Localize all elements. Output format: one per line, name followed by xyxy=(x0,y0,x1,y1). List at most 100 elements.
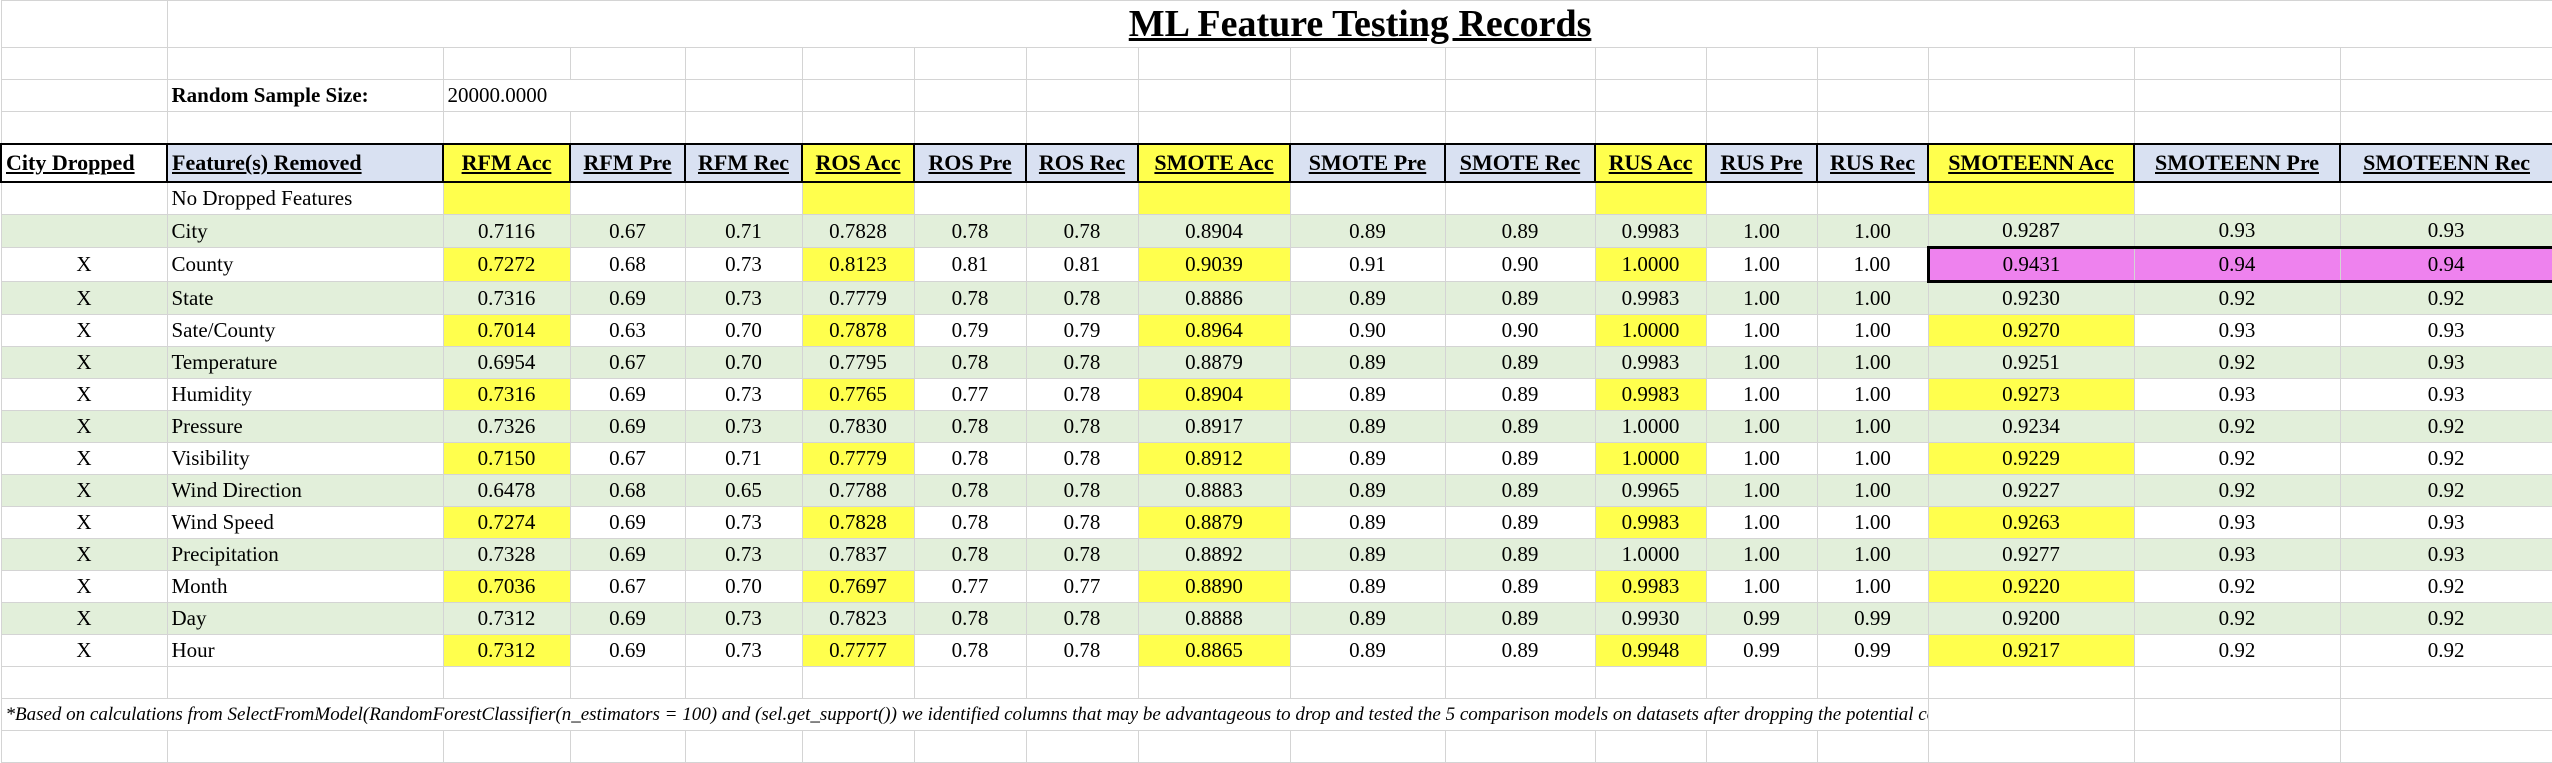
metric-cell[interactable]: 1.00 xyxy=(1816,214,1929,248)
metric-cell[interactable] xyxy=(1137,181,1291,215)
metric-cell[interactable]: 0.78 xyxy=(913,602,1027,635)
metric-cell[interactable]: 1.00 xyxy=(1705,214,1818,248)
metric-cell[interactable]: 0.6478 xyxy=(442,474,571,507)
metric-cell[interactable]: 0.79 xyxy=(913,314,1027,347)
metric-cell[interactable]: 0.7697 xyxy=(801,570,915,603)
metric-cell[interactable]: 0.71 xyxy=(684,442,803,475)
metric-cell[interactable]: 1.00 xyxy=(1816,538,1929,571)
metric-cell[interactable]: 1.0000 xyxy=(1594,247,1707,282)
metric-cell[interactable]: 0.7036 xyxy=(442,570,571,603)
metric-cell[interactable]: 0.77 xyxy=(1025,570,1139,603)
metric-cell[interactable]: 0.9277 xyxy=(1927,538,2135,571)
column-header[interactable]: City Dropped xyxy=(0,143,168,183)
metric-cell[interactable]: 1.00 xyxy=(1705,247,1818,282)
feature-cell[interactable]: No Dropped Features xyxy=(166,181,444,215)
metric-cell[interactable]: 0.89 xyxy=(1289,634,1446,667)
metric-cell[interactable]: 0.89 xyxy=(1444,570,1596,603)
metric-cell[interactable]: 0.89 xyxy=(1289,474,1446,507)
metric-cell[interactable]: 0.93 xyxy=(2133,538,2341,571)
metric-cell[interactable]: 0.92 xyxy=(2339,474,2552,507)
metric-cell[interactable]: 0.89 xyxy=(1444,442,1596,475)
metric-cell[interactable]: 0.93 xyxy=(2133,506,2341,539)
metric-cell[interactable]: 0.70 xyxy=(684,570,803,603)
feature-cell[interactable]: City xyxy=(166,214,444,248)
metric-cell[interactable]: 1.00 xyxy=(1816,442,1929,475)
metric-cell[interactable]: 0.99 xyxy=(1816,602,1929,635)
metric-cell[interactable]: 0.8879 xyxy=(1137,346,1291,379)
metric-cell[interactable]: 0.78 xyxy=(913,506,1027,539)
feature-cell[interactable]: County xyxy=(166,247,444,282)
metric-cell[interactable]: 0.89 xyxy=(1289,346,1446,379)
metric-cell[interactable]: 0.89 xyxy=(1444,474,1596,507)
metric-cell[interactable] xyxy=(2133,181,2341,215)
metric-cell[interactable]: 0.78 xyxy=(913,346,1027,379)
metric-cell[interactable]: 0.69 xyxy=(569,538,686,571)
metric-cell[interactable]: 0.9983 xyxy=(1594,346,1707,379)
metric-cell[interactable]: 0.93 xyxy=(2339,538,2552,571)
metric-cell[interactable]: 0.89 xyxy=(1289,570,1446,603)
feature-cell[interactable]: Wind Speed xyxy=(166,506,444,539)
metric-cell[interactable]: 0.70 xyxy=(684,314,803,347)
metric-cell[interactable]: 0.8904 xyxy=(1137,378,1291,411)
metric-cell[interactable]: 0.94 xyxy=(2339,246,2552,283)
metric-cell[interactable]: 1.00 xyxy=(1816,570,1929,603)
metric-cell[interactable]: 0.93 xyxy=(2339,378,2552,411)
metric-cell[interactable]: 0.7312 xyxy=(442,634,571,667)
metric-cell[interactable] xyxy=(1705,181,1818,215)
metric-cell[interactable]: 0.8886 xyxy=(1137,281,1291,315)
metric-cell[interactable]: 0.89 xyxy=(1444,378,1596,411)
metric-cell[interactable]: 0.78 xyxy=(1025,346,1139,379)
feature-cell[interactable]: Precipitation xyxy=(166,538,444,571)
page-title[interactable]: ML Feature Testing Records xyxy=(166,0,2552,48)
metric-cell[interactable]: 0.93 xyxy=(2133,314,2341,347)
metric-cell[interactable]: 0.9230 xyxy=(1927,281,2135,315)
metric-cell[interactable]: 0.8879 xyxy=(1137,506,1291,539)
metric-cell[interactable]: 0.7326 xyxy=(442,410,571,443)
metric-cell[interactable]: 0.7779 xyxy=(801,442,915,475)
column-header[interactable]: RFM Acc xyxy=(442,143,571,183)
city-dropped-cell[interactable]: X xyxy=(0,442,168,475)
feature-cell[interactable]: Temperature xyxy=(166,346,444,379)
metric-cell[interactable]: 0.92 xyxy=(2133,570,2341,603)
metric-cell[interactable]: 1.00 xyxy=(1816,281,1929,315)
metric-cell[interactable]: 0.7878 xyxy=(801,314,915,347)
metric-cell[interactable]: 0.92 xyxy=(2339,410,2552,443)
metric-cell[interactable]: 0.99 xyxy=(1705,602,1818,635)
metric-cell[interactable]: 0.8123 xyxy=(801,247,915,282)
feature-cell[interactable]: Visibility xyxy=(166,442,444,475)
metric-cell[interactable]: 1.00 xyxy=(1816,506,1929,539)
metric-cell[interactable]: 0.78 xyxy=(913,442,1027,475)
metric-cell[interactable]: 1.00 xyxy=(1816,378,1929,411)
metric-cell[interactable]: 1.00 xyxy=(1705,538,1818,571)
metric-cell[interactable]: 0.89 xyxy=(1289,506,1446,539)
city-dropped-cell[interactable]: X xyxy=(0,506,168,539)
metric-cell[interactable]: 0.7150 xyxy=(442,442,571,475)
metric-cell[interactable]: 0.8892 xyxy=(1137,538,1291,571)
metric-cell[interactable]: 0.7795 xyxy=(801,346,915,379)
feature-cell[interactable]: Wind Direction xyxy=(166,474,444,507)
metric-cell[interactable]: 0.9200 xyxy=(1927,602,2135,635)
metric-cell[interactable]: 0.7328 xyxy=(442,538,571,571)
feature-cell[interactable]: Humidity xyxy=(166,378,444,411)
metric-cell[interactable]: 0.8904 xyxy=(1137,214,1291,248)
metric-cell[interactable]: 0.89 xyxy=(1444,346,1596,379)
metric-cell[interactable]: 0.9229 xyxy=(1927,442,2135,475)
column-header[interactable]: RUS Acc xyxy=(1594,143,1707,183)
metric-cell[interactable]: 0.7765 xyxy=(801,378,915,411)
metric-cell[interactable]: 1.00 xyxy=(1816,314,1929,347)
metric-cell[interactable]: 0.93 xyxy=(2133,378,2341,411)
metric-cell[interactable]: 0.90 xyxy=(1289,314,1446,347)
metric-cell[interactable]: 0.92 xyxy=(2133,634,2341,667)
column-header[interactable]: RFM Rec xyxy=(684,143,803,183)
metric-cell[interactable]: 0.99 xyxy=(1705,634,1818,667)
metric-cell[interactable]: 0.8888 xyxy=(1137,602,1291,635)
feature-cell[interactable]: Pressure xyxy=(166,410,444,443)
city-dropped-cell[interactable] xyxy=(0,181,168,215)
metric-cell[interactable]: 0.78 xyxy=(913,634,1027,667)
metric-cell[interactable]: 0.92 xyxy=(2339,634,2552,667)
metric-cell[interactable]: 0.67 xyxy=(569,442,686,475)
city-dropped-cell[interactable]: X xyxy=(0,247,168,282)
metric-cell[interactable]: 0.81 xyxy=(1025,247,1139,282)
metric-cell[interactable]: 0.9251 xyxy=(1927,346,2135,379)
metric-cell[interactable]: 1.00 xyxy=(1816,247,1929,282)
